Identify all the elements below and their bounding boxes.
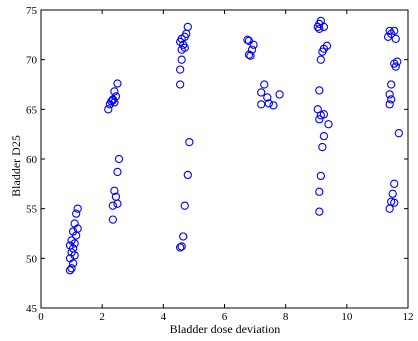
data-point <box>319 22 329 32</box>
data-point <box>180 201 189 210</box>
data-point <box>177 45 186 54</box>
data-point <box>176 243 185 252</box>
y-tick-label: 60 <box>26 154 38 166</box>
data-point <box>183 22 192 32</box>
data-point <box>114 154 124 164</box>
x-axis-ticks: 0 2 4 6 8 10 12 <box>38 10 414 323</box>
data-point <box>185 137 194 147</box>
data-point <box>387 80 396 89</box>
data-point <box>177 242 186 251</box>
data-point <box>385 100 394 109</box>
data-point <box>244 50 254 59</box>
data-point <box>113 199 122 208</box>
data-point <box>315 24 324 34</box>
data-point <box>177 55 186 64</box>
data-point <box>391 62 400 71</box>
y-tick-label: 65 <box>26 104 38 116</box>
x-tick-label: 4 <box>161 311 167 323</box>
data-point <box>263 93 272 102</box>
points-layer <box>65 16 403 275</box>
data-point <box>275 90 284 99</box>
data-point <box>394 129 403 138</box>
data-point <box>72 231 81 240</box>
data-point <box>324 120 333 129</box>
data-point <box>318 142 327 152</box>
y-tick-label: 70 <box>26 55 38 67</box>
data-point <box>264 99 273 108</box>
y-axis-ticks: 45 50 55 60 65 70 75 <box>26 5 408 315</box>
data-point <box>110 87 119 96</box>
data-point <box>68 259 78 268</box>
data-point <box>257 88 266 97</box>
data-point <box>113 167 122 177</box>
data-point <box>72 209 81 218</box>
data-point <box>391 34 400 43</box>
data-point <box>183 170 192 180</box>
data-point <box>316 55 325 64</box>
data-point <box>385 204 394 213</box>
y-axis-title: Bladder D25 <box>9 135 23 197</box>
y-tick-label: 45 <box>26 303 38 315</box>
data-point <box>249 40 258 49</box>
x-tick-label: 8 <box>283 311 289 323</box>
data-point <box>110 98 119 107</box>
data-point <box>246 51 255 60</box>
plot-area <box>40 9 409 309</box>
data-point <box>260 80 269 89</box>
y-tick-label: 75 <box>26 5 38 17</box>
data-point <box>315 207 324 216</box>
x-tick-label: 12 <box>403 311 414 323</box>
data-point <box>179 232 188 241</box>
data-point <box>176 80 185 89</box>
data-point <box>65 266 75 275</box>
x-tick-label: 0 <box>38 311 44 323</box>
y-tick-label: 55 <box>26 204 38 216</box>
data-point <box>108 215 118 224</box>
x-tick-label: 10 <box>341 311 353 323</box>
data-point <box>70 239 79 248</box>
data-point <box>315 86 324 95</box>
data-point <box>315 187 324 196</box>
data-point <box>388 189 397 198</box>
data-point <box>104 105 113 114</box>
data-point <box>390 179 399 188</box>
data-point <box>110 186 119 195</box>
data-point <box>315 115 324 124</box>
data-point <box>108 201 118 210</box>
plot-frame <box>40 9 409 309</box>
data-point <box>67 264 76 273</box>
data-point <box>113 79 122 88</box>
data-point <box>385 90 394 99</box>
data-point <box>383 32 393 41</box>
data-point <box>73 204 82 213</box>
data-point <box>257 100 266 109</box>
x-axis-title: Bladder dose deviation <box>170 322 281 336</box>
data-point <box>313 22 322 32</box>
x-tick-label: 6 <box>222 311 228 323</box>
x-tick-label: 2 <box>99 311 105 323</box>
data-point <box>387 95 396 104</box>
data-point <box>316 171 325 181</box>
data-point <box>243 35 252 44</box>
data-point <box>316 111 325 120</box>
data-point <box>176 65 185 74</box>
data-point <box>318 47 327 56</box>
data-point <box>319 132 329 141</box>
y-tick-label: 50 <box>26 253 38 265</box>
data-point <box>390 198 399 207</box>
data-point <box>108 96 118 105</box>
data-point <box>269 101 278 110</box>
data-point <box>393 57 402 66</box>
